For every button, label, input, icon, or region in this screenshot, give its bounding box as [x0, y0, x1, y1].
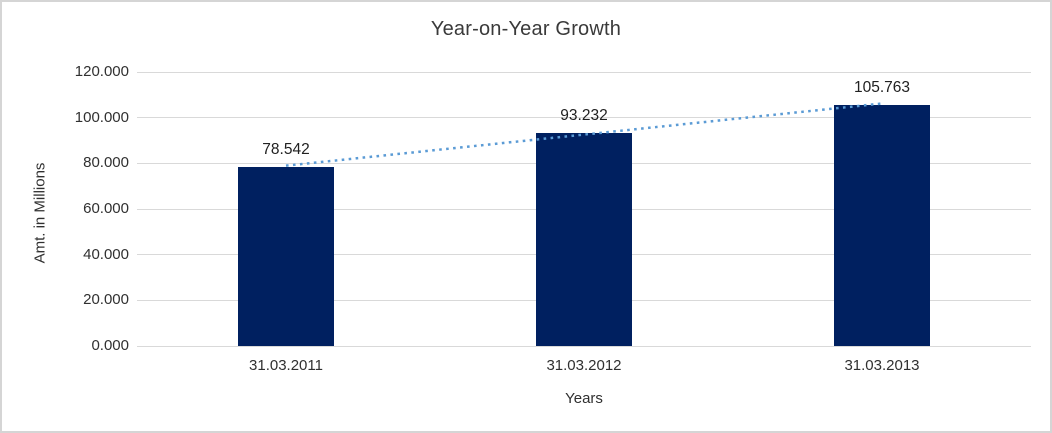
x-tick-label: 31.03.2012 — [546, 357, 622, 374]
x-axis-title: Years — [565, 390, 603, 407]
x-tick-label: 31.03.2011 — [249, 357, 323, 374]
gridline — [137, 71, 1031, 73]
bar-data-label: 105.763 — [853, 78, 911, 96]
bar — [834, 104, 930, 346]
y-tick-label: 100.000 — [74, 108, 129, 126]
y-tick-label: 60.000 — [83, 200, 129, 217]
y-tick-label: 40.000 — [83, 245, 129, 263]
gridline — [137, 117, 1031, 119]
bar-data-label: 78.542 — [262, 140, 310, 158]
plot-area: 78.542 93.232 105.763 — [137, 71, 1031, 347]
bar — [536, 133, 632, 346]
bar — [238, 166, 334, 346]
bar-data-label: 93.232 — [560, 107, 608, 125]
y-tick-label: 120.000 — [74, 63, 129, 80]
y-tick-label: 20.000 — [83, 291, 129, 309]
y-tick-label: 80.000 — [83, 154, 129, 172]
trendline — [285, 102, 883, 167]
y-tick-label: 0.000 — [91, 337, 129, 354]
x-tick-label: 31.03.2013 — [844, 357, 920, 374]
chart-title: Year-on-Year Growth — [430, 18, 622, 40]
gridline — [137, 345, 1031, 347]
